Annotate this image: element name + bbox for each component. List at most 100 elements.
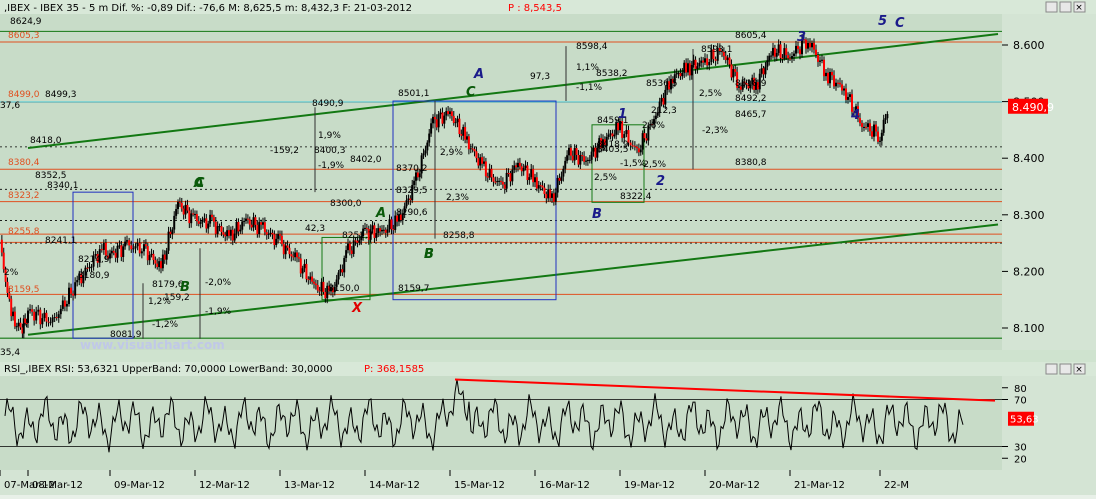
candle-body <box>226 230 229 237</box>
candle-body <box>25 322 28 324</box>
rsi-close-button[interactable] <box>1073 363 1086 375</box>
candle-body <box>692 59 695 66</box>
candle-body <box>467 136 470 150</box>
candle-body <box>163 254 166 260</box>
candle-body <box>392 229 395 231</box>
candle-body <box>841 84 843 91</box>
percent-annotation: -1,2% <box>152 320 179 330</box>
candle-body <box>212 217 215 222</box>
candle-body <box>152 253 155 261</box>
price-annotation: 8370,2 <box>396 164 428 174</box>
price-annotation: 8290,6 <box>396 208 428 218</box>
candle-body <box>233 233 236 241</box>
candle-body <box>552 193 555 202</box>
candle-body <box>827 72 829 84</box>
candle-body <box>835 82 837 87</box>
candle-body <box>588 159 591 161</box>
minimize-button[interactable] <box>1045 1 1058 13</box>
candle-body <box>335 279 338 287</box>
candle-body <box>369 229 372 240</box>
y-tick-label: 8.600 <box>1013 39 1045 52</box>
candle-body <box>343 258 346 273</box>
main-header-p: P : 8,543,5 <box>508 3 562 14</box>
candle-body <box>656 112 659 116</box>
candle-body <box>80 273 83 284</box>
candle-body <box>564 160 567 169</box>
maximize-button[interactable] <box>1059 1 1072 13</box>
candle-body <box>424 150 427 154</box>
candle-body <box>265 232 268 235</box>
candle-body <box>381 229 383 232</box>
candle-body <box>594 147 597 158</box>
wave-label: A <box>473 67 484 82</box>
wave-label: C <box>194 176 204 191</box>
candle-body <box>177 201 179 210</box>
price-annotation: 8380,8 <box>735 158 767 168</box>
candle-body <box>823 59 825 77</box>
candle-body <box>39 309 42 325</box>
candle-body <box>86 267 89 269</box>
candle-body <box>345 250 348 259</box>
candle-body <box>658 101 661 113</box>
candle-body <box>477 158 480 166</box>
candle-body <box>781 57 784 59</box>
candle-body <box>724 56 727 61</box>
candle-body <box>473 149 476 152</box>
rsi-tick-label: 70 <box>1014 396 1027 407</box>
candle-body <box>518 162 521 167</box>
candle-body <box>316 285 319 291</box>
candle-body <box>4 269 7 282</box>
candle-body <box>379 228 382 232</box>
close-button[interactable] <box>1073 1 1086 13</box>
rsi-maximize-button[interactable] <box>1059 363 1072 375</box>
candle-body <box>437 114 440 128</box>
candle-body <box>114 252 117 258</box>
candle-body <box>144 244 147 247</box>
candle-body <box>331 287 334 293</box>
candle-body <box>132 248 135 250</box>
candle-body <box>556 177 559 193</box>
x-tick-label: 12-Mar-12 <box>199 480 250 491</box>
candle-body <box>301 268 304 274</box>
candle-body <box>471 148 474 150</box>
candle-body <box>207 223 210 229</box>
candle-body <box>401 213 404 221</box>
candle-body <box>214 221 217 234</box>
candle-body <box>775 52 778 57</box>
candle-body <box>568 147 570 156</box>
candle-body <box>49 322 52 324</box>
candle-body <box>413 180 416 185</box>
candle-body <box>143 244 145 252</box>
candle-body <box>507 172 510 174</box>
candle-body <box>180 202 183 209</box>
candle-body <box>439 112 442 115</box>
price-annotation: 8323,2 <box>8 191 40 201</box>
candle-body <box>747 84 750 89</box>
candle-body <box>609 133 612 135</box>
candle-body <box>10 298 13 317</box>
candle-body <box>37 309 40 312</box>
candle-body <box>849 94 851 97</box>
price-annotation: 8179,6 <box>152 280 184 290</box>
candle-body <box>481 157 484 164</box>
candle-body <box>128 240 131 246</box>
wave-label: C <box>195 176 205 191</box>
candle-body <box>445 111 448 116</box>
candle-body <box>209 214 212 224</box>
rsi-minimize-button[interactable] <box>1045 363 1058 375</box>
price-annotation: 8593,1 <box>701 45 733 55</box>
percent-annotation: -2,0% <box>205 278 232 288</box>
candle-body <box>415 172 417 181</box>
candle-body <box>829 71 831 84</box>
candle-body <box>488 168 491 178</box>
percent-annotation: 1,1% <box>576 63 599 73</box>
percent-annotation: 1,9% <box>318 131 341 141</box>
candle-body <box>138 243 141 254</box>
candle-body <box>712 49 715 60</box>
candle-body <box>35 311 38 321</box>
candle-body <box>250 224 253 228</box>
candle-body <box>134 246 137 249</box>
candle-body <box>847 96 849 100</box>
